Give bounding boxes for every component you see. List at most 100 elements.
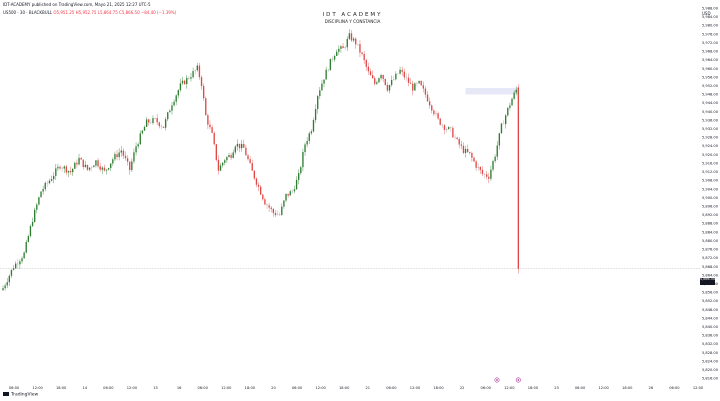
candle-body bbox=[317, 96, 319, 110]
candle-body bbox=[245, 147, 247, 156]
time-tick-label: 06:00 bbox=[575, 386, 586, 390]
candle-body bbox=[365, 60, 367, 67]
price-tick-label: 5,908.00 bbox=[702, 179, 719, 183]
time-tick-label: 14 bbox=[82, 386, 87, 390]
candle-body bbox=[59, 166, 61, 169]
candle-body bbox=[314, 109, 317, 120]
candle-body bbox=[207, 115, 209, 125]
last-price-label: 5,866.50 bbox=[700, 277, 715, 285]
ohlc-values: O5,951.25 H5,952.75 L5,864.75 C5,866.50 … bbox=[53, 10, 177, 15]
candle-body bbox=[500, 123, 503, 134]
candle-body bbox=[331, 58, 334, 60]
candle-body bbox=[46, 182, 49, 184]
candle-body bbox=[156, 118, 158, 123]
candle-body bbox=[19, 261, 21, 265]
currency-label[interactable]: USD bbox=[702, 11, 711, 16]
candle-body bbox=[219, 165, 222, 171]
candle-body bbox=[23, 252, 25, 259]
candle-body bbox=[462, 145, 465, 153]
time-tick-label: 06:00 bbox=[198, 386, 209, 390]
candle-body bbox=[240, 143, 243, 149]
time-tick-label: 18:00 bbox=[245, 386, 256, 390]
time-tick-label: 18:00 bbox=[622, 386, 633, 390]
candle-body bbox=[346, 38, 348, 48]
time-tick-label: 15 bbox=[153, 386, 158, 390]
candle-body bbox=[481, 169, 484, 174]
footer[interactable]: TradingView bbox=[3, 392, 38, 398]
candle-body bbox=[420, 80, 422, 86]
candle-body bbox=[53, 175, 55, 180]
candle-body bbox=[196, 65, 198, 71]
candle-body bbox=[266, 204, 268, 206]
candle-body bbox=[388, 84, 391, 91]
price-tick-label: 5,844.00 bbox=[702, 316, 719, 320]
candle-body bbox=[517, 87, 520, 269]
candle-body bbox=[200, 77, 203, 87]
candle-body bbox=[279, 214, 281, 215]
candle-body bbox=[262, 194, 264, 200]
candle-body bbox=[8, 275, 11, 283]
candle-body bbox=[31, 221, 34, 227]
price-tick-label: 5,928.00 bbox=[702, 136, 719, 140]
candle-body bbox=[148, 119, 150, 123]
candle-body bbox=[226, 157, 228, 161]
candle-body bbox=[507, 107, 509, 116]
candle-body bbox=[454, 137, 456, 138]
candle-body bbox=[190, 77, 192, 79]
price-tick-label: 5,960.00 bbox=[702, 67, 719, 71]
candle-body bbox=[409, 82, 412, 84]
candle-body bbox=[367, 66, 370, 72]
candle-body bbox=[340, 46, 342, 49]
price-tick-label: 5,956.00 bbox=[702, 75, 719, 79]
price-tick-label: 5,836.00 bbox=[702, 334, 719, 338]
time-tick-label: 12:00 bbox=[504, 386, 515, 390]
candle-body bbox=[319, 90, 321, 97]
candle-body bbox=[348, 33, 351, 39]
candle-body bbox=[435, 113, 437, 115]
candle-body bbox=[473, 157, 475, 162]
candle-body bbox=[88, 167, 91, 170]
candle-body bbox=[371, 75, 374, 79]
candle-body bbox=[69, 170, 72, 173]
candle-body bbox=[386, 84, 389, 91]
time-tick-label: 06:00 bbox=[103, 386, 114, 390]
time-tick-label: 06:00 bbox=[481, 386, 492, 390]
price-tick-label: 5,936.00 bbox=[702, 118, 719, 122]
candle-body bbox=[380, 75, 382, 79]
candle-body bbox=[291, 191, 294, 192]
candle-body bbox=[67, 170, 70, 173]
candle-body bbox=[363, 53, 365, 61]
price-tick-label: 5,832.00 bbox=[702, 342, 719, 346]
candle-body bbox=[93, 165, 95, 168]
candle-body bbox=[137, 144, 139, 147]
candle-body bbox=[143, 126, 146, 131]
candle-body bbox=[272, 208, 275, 213]
time-tick-label: 06:00 bbox=[386, 386, 397, 390]
candle-body bbox=[464, 149, 467, 153]
candle-body bbox=[21, 258, 23, 262]
symbol-name[interactable]: US500 · 30 · BLACKBULL bbox=[3, 10, 53, 15]
candle-body bbox=[378, 78, 380, 83]
candle-body bbox=[450, 127, 452, 128]
candle-body bbox=[452, 127, 454, 138]
candle-body bbox=[97, 160, 99, 167]
price-tick-label: 5,948.00 bbox=[702, 93, 719, 97]
candle-body bbox=[230, 155, 232, 158]
candle-body bbox=[247, 155, 249, 160]
candle-body bbox=[209, 124, 211, 128]
candle-body bbox=[105, 169, 108, 171]
candle-body bbox=[95, 160, 97, 166]
price-tick-label: 5,912.00 bbox=[702, 170, 719, 174]
candle-body bbox=[86, 164, 89, 170]
candle-body bbox=[486, 174, 488, 177]
candle-body bbox=[401, 69, 403, 72]
time-tick-label: 20 bbox=[271, 386, 276, 390]
candle-body bbox=[181, 80, 184, 84]
candle-body bbox=[238, 143, 241, 149]
candle-body bbox=[336, 51, 338, 56]
price-tick-label: 5,924.00 bbox=[702, 144, 719, 148]
candle-body bbox=[509, 105, 511, 108]
time-tick-label: 16 bbox=[177, 386, 182, 390]
price-tick-label: 5,968.00 bbox=[702, 50, 719, 54]
